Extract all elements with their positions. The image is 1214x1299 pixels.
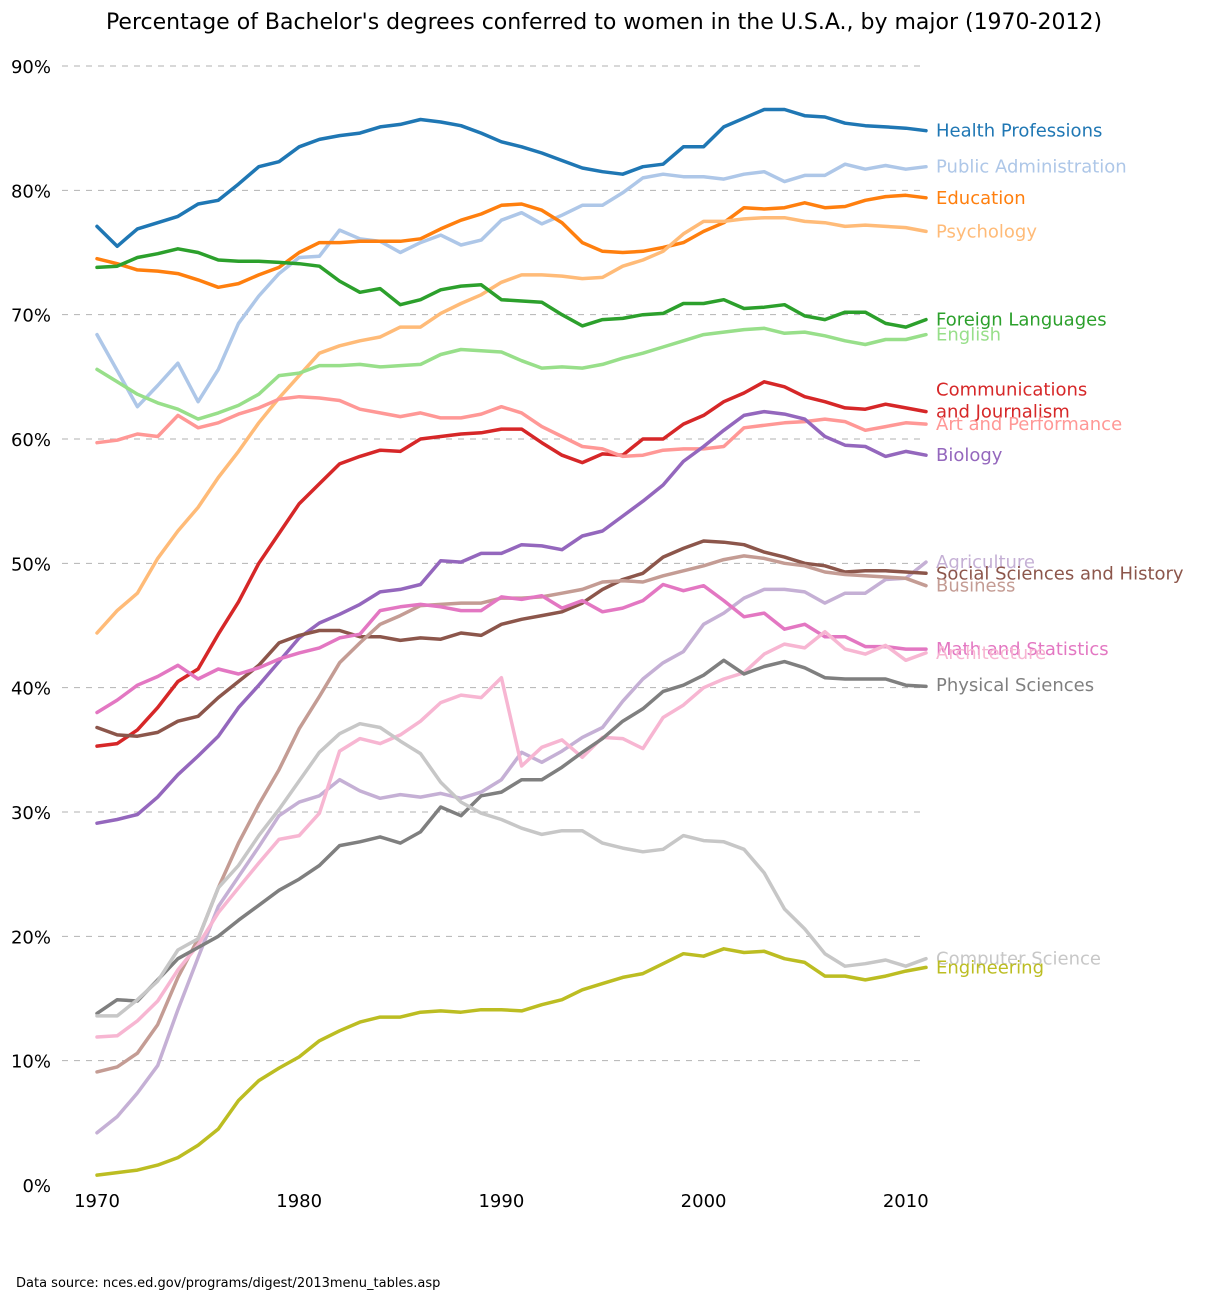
- series-line: [95, 582, 928, 715]
- x-tick-label: 2010: [883, 1191, 929, 1212]
- y-tick-label: 50%: [11, 554, 51, 575]
- series-label: Communications: [936, 380, 1087, 401]
- y-axis-ticks: 0% 10% 20% 30% 40% 50% 60% 70% 80% 90%: [11, 57, 51, 1197]
- series-line: [95, 162, 928, 409]
- series-label: Foreign Languages: [936, 310, 1107, 331]
- series-label: Engineering: [936, 957, 1044, 978]
- series-line: [95, 947, 928, 1177]
- series-line: [95, 247, 928, 329]
- chart-title: Percentage of Bachelor's degrees conferr…: [106, 10, 1102, 35]
- series-line: [95, 107, 928, 249]
- series-label: Architecture: [936, 643, 1046, 664]
- series-label: Public Administration: [936, 157, 1127, 178]
- series-label: Social Sciences and History: [936, 563, 1184, 584]
- y-tick-label: 40%: [11, 679, 51, 700]
- series-label: Agriculture: [936, 552, 1035, 573]
- series-label: Computer Science: [936, 949, 1101, 970]
- x-axis-ticks: 1970 1980 1990 2000 2010: [74, 1191, 929, 1212]
- series-label: Biology: [936, 445, 1003, 466]
- y-tick-label: 80%: [11, 181, 51, 202]
- series-line: [95, 554, 928, 1074]
- series-line: [95, 394, 928, 459]
- series-label: Health Professions: [936, 121, 1102, 142]
- series-line: [95, 658, 928, 1016]
- series-line: [95, 215, 928, 635]
- series-line: [95, 721, 928, 1018]
- series-label: Art and Performance: [936, 414, 1122, 435]
- y-tick-label: 20%: [11, 927, 51, 948]
- x-tick-label: 1970: [74, 1191, 120, 1212]
- series-lines: [95, 107, 928, 1177]
- x-tick-label: 1980: [276, 1191, 322, 1212]
- y-tick-label: 0%: [22, 1176, 51, 1197]
- series-line: [95, 629, 928, 1039]
- series-label: English: [936, 325, 1001, 346]
- y-tick-label: 60%: [11, 430, 51, 451]
- series-label: Education: [936, 188, 1026, 209]
- x-tick-label: 2000: [681, 1191, 727, 1212]
- y-tick-label: 10%: [11, 1052, 51, 1073]
- y-tick-label: 70%: [11, 306, 51, 327]
- series-label: Math and Statistics: [936, 639, 1109, 660]
- series-label: Psychology: [936, 221, 1037, 242]
- series-line: [95, 326, 928, 421]
- series-line: [95, 409, 928, 825]
- series-label: Business: [936, 576, 1015, 597]
- series-line: [95, 193, 928, 290]
- series-label: and Journalism: [936, 402, 1070, 423]
- x-tick-label: 1990: [478, 1191, 524, 1212]
- y-tick-label: 90%: [11, 57, 51, 78]
- series-line: [95, 380, 928, 748]
- series-line: [95, 560, 928, 1135]
- y-tick-label: 30%: [11, 803, 51, 824]
- series-line: [95, 539, 928, 738]
- data-source-note: Data source: nces.ed.gov/programs/digest…: [16, 1276, 440, 1291]
- series-labels: Health Professions Public Administration E…: [936, 121, 1184, 979]
- series-label: Physical Sciences: [936, 675, 1094, 696]
